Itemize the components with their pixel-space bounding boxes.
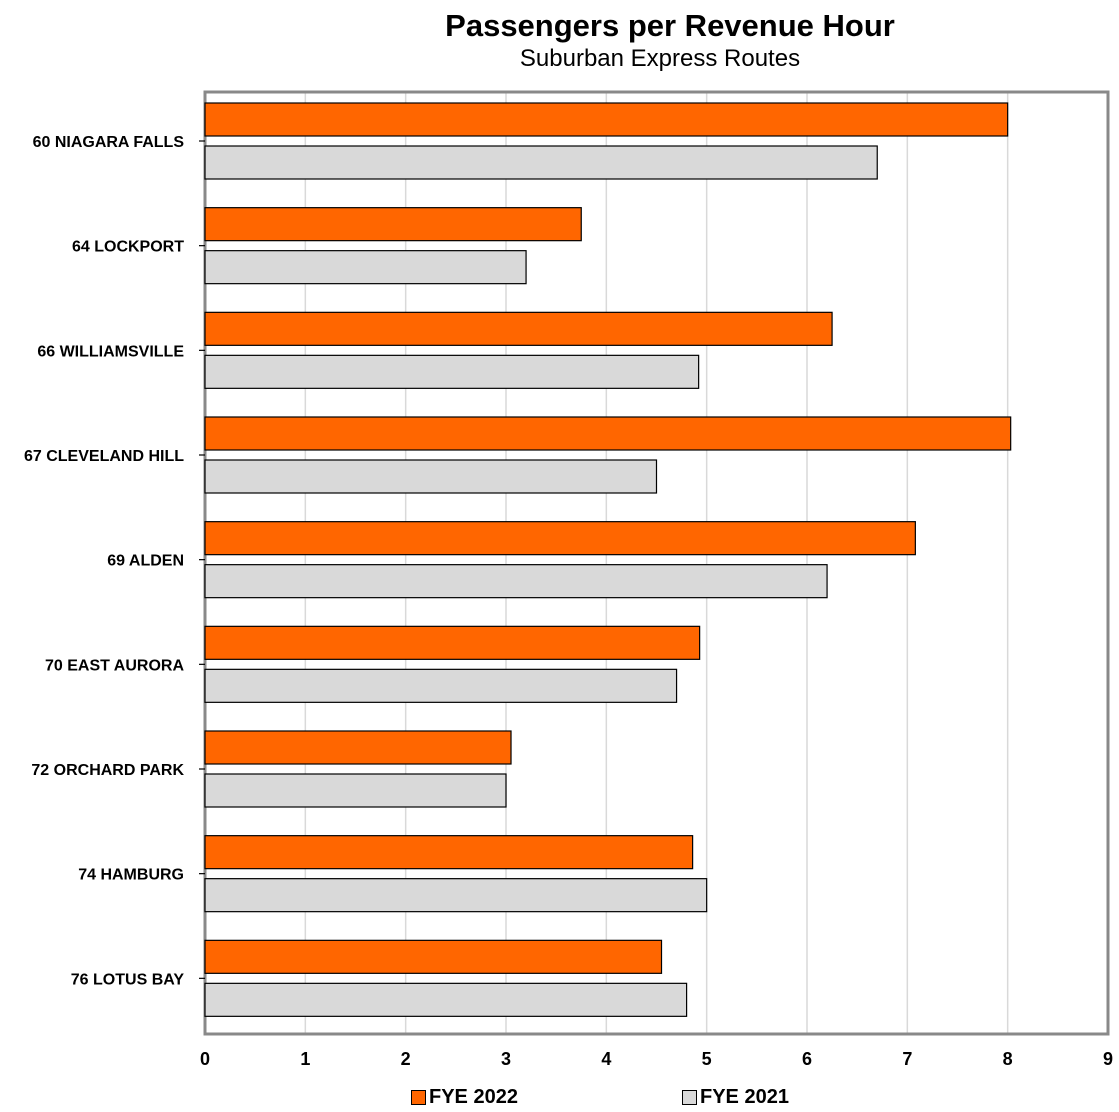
category-label-76-lotus-bay: 76 LOTUS BAY xyxy=(71,971,185,988)
chart-subtitle: Suburban Express Routes xyxy=(519,45,801,72)
x-tick-label: 3 xyxy=(501,1049,511,1069)
legend-swatch-fye-2021 xyxy=(682,1090,697,1105)
legend-swatch-fye-2022 xyxy=(411,1090,426,1105)
x-tick-label: 9 xyxy=(1103,1049,1113,1069)
plot-frame xyxy=(203,90,1110,1036)
legend-label-fye-2021: FYE 2021 xyxy=(700,1086,789,1108)
bar-fye-2022-69-alden xyxy=(204,521,916,556)
category-label-72-orchard-park: 72 ORCHARD PARK xyxy=(31,762,184,779)
bar-fye-2021-60-niagara-falls xyxy=(204,145,878,180)
legend: FYE 2022 FYE 2021 xyxy=(0,1086,1119,1110)
bar-fye-2022-74-hamburg xyxy=(204,835,694,870)
bar-fye-2022-66-williamsville xyxy=(204,311,833,346)
x-tick-label: 4 xyxy=(601,1049,611,1069)
bar-fye-2021-72-orchard-park xyxy=(204,773,507,808)
category-label-66-williamsville: 66 WILLIAMSVILLE xyxy=(37,343,184,360)
bar-chart: 60 NIAGARA FALLS 64 LOCKPORT 66 WILLIAMSVI… xyxy=(24,90,1113,1069)
category-label-60-niagara-falls: 60 NIAGARA FALLS xyxy=(33,134,185,151)
x-tick-label: 7 xyxy=(902,1049,912,1069)
bar-fye-2022-64-lockport xyxy=(204,207,582,242)
x-tick-label: 0 xyxy=(200,1049,210,1069)
bar-fye-2021-70-east-aurora xyxy=(204,668,678,703)
legend-item-fye-2021: FYE 2021 xyxy=(682,1086,789,1109)
category-label-64-lockport: 64 LOCKPORT xyxy=(72,239,184,256)
bar-fye-2021-69-alden xyxy=(204,564,828,599)
category-label-70-east-aurora: 70 EAST AURORA xyxy=(45,657,184,674)
category-label-67-cleveland-hill: 67 CLEVELAND HILL xyxy=(24,448,184,465)
legend-label-fye-2022: FYE 2022 xyxy=(429,1086,518,1108)
x-tick-label: 1 xyxy=(300,1049,310,1069)
bar-fye-2021-74-hamburg xyxy=(204,878,708,913)
bar-fye-2022-70-east-aurora xyxy=(204,625,701,660)
legend-item-fye-2022: FYE 2022 xyxy=(411,1086,518,1109)
bar-fye-2021-66-williamsville xyxy=(204,354,700,389)
bar-fye-2021-67-cleveland-hill xyxy=(204,459,658,494)
chart-title: Passengers per Revenue Hour xyxy=(445,8,895,43)
bar-fye-2022-67-cleveland-hill xyxy=(204,416,1012,451)
x-tick-label: 2 xyxy=(401,1049,411,1069)
bar-fye-2021-76-lotus-bay xyxy=(204,982,688,1017)
x-tick-label: 5 xyxy=(702,1049,712,1069)
bar-fye-2022-72-orchard-park xyxy=(204,730,512,765)
bar-fye-2022-76-lotus-bay xyxy=(204,939,663,974)
category-label-69-alden: 69 ALDEN xyxy=(107,553,184,570)
x-tick-label: 6 xyxy=(802,1049,812,1069)
x-tick-label: 8 xyxy=(1003,1049,1013,1069)
bar-fye-2021-64-lockport xyxy=(204,250,527,285)
bar-fye-2022-60-niagara-falls xyxy=(204,102,1009,137)
category-label-74-hamburg: 74 HAMBURG xyxy=(78,867,184,884)
